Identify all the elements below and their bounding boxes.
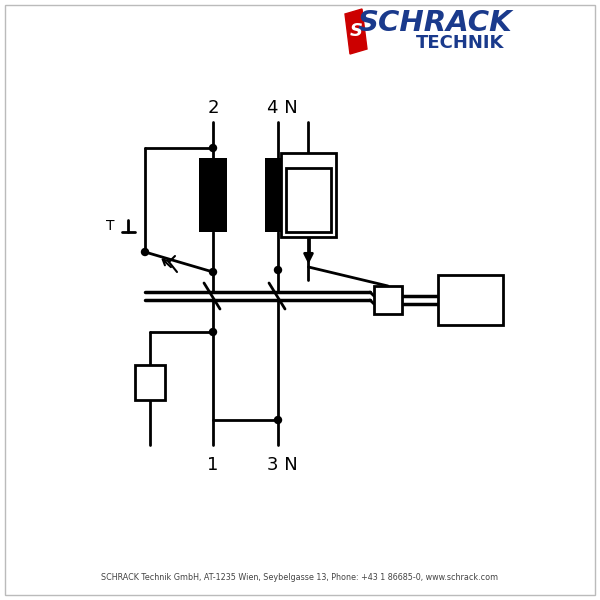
Text: T: T xyxy=(107,219,115,233)
Circle shape xyxy=(209,269,217,275)
Text: TECHNIK: TECHNIK xyxy=(416,34,504,52)
Text: 2: 2 xyxy=(207,99,219,117)
Circle shape xyxy=(142,248,149,256)
Bar xyxy=(135,365,165,400)
Bar xyxy=(281,153,336,237)
Bar xyxy=(284,158,304,232)
Text: 3 N: 3 N xyxy=(266,456,298,474)
Text: 4 N: 4 N xyxy=(266,99,298,117)
Bar xyxy=(374,286,402,314)
Text: S: S xyxy=(349,22,362,40)
Circle shape xyxy=(275,416,281,424)
Text: SCHRACK Technik GmbH, AT-1235 Wien, Seybelgasse 13, Phone: +43 1 86685-0, www.sc: SCHRACK Technik GmbH, AT-1235 Wien, Seyb… xyxy=(101,574,499,583)
Bar xyxy=(286,168,331,232)
Circle shape xyxy=(275,266,281,274)
Text: SCHRACK: SCHRACK xyxy=(358,9,512,37)
Circle shape xyxy=(209,145,217,151)
Text: 1: 1 xyxy=(208,456,218,474)
Bar xyxy=(265,158,291,232)
Circle shape xyxy=(209,329,217,335)
Bar xyxy=(199,158,227,232)
Bar xyxy=(437,275,503,325)
Polygon shape xyxy=(345,9,367,54)
Text: H: H xyxy=(461,290,479,310)
